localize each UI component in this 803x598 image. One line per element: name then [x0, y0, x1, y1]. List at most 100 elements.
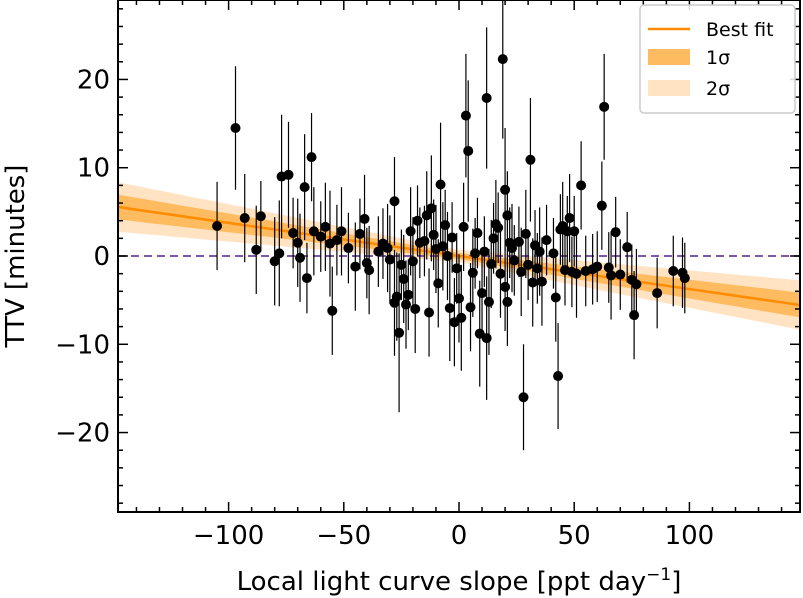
point-marker	[615, 269, 626, 280]
data-point-119	[610, 196, 621, 268]
point-marker	[435, 179, 446, 190]
point-marker	[283, 169, 294, 180]
point-marker	[652, 288, 663, 299]
data-point-15	[308, 187, 319, 276]
point-marker	[465, 302, 476, 313]
point-marker	[301, 273, 312, 284]
x-axis-label: Local light curve slope [ppt day−1]	[237, 565, 682, 597]
data-point-93	[525, 97, 536, 222]
point-marker	[463, 145, 474, 156]
data-point-73	[481, 27, 492, 169]
data-point-20	[331, 204, 342, 276]
data-point-116	[599, 53, 610, 160]
point-marker	[336, 226, 347, 237]
x-tick-label: 50	[558, 521, 591, 551]
point-marker	[541, 235, 552, 246]
point-marker	[306, 152, 317, 163]
data-point-6	[274, 200, 285, 307]
data-point-51	[433, 239, 444, 328]
data-point-9	[288, 197, 299, 269]
legend-label: 2σ	[706, 78, 730, 100]
point-marker	[668, 266, 679, 277]
point-marker	[502, 296, 513, 307]
x-tick-label: −50	[316, 521, 371, 551]
data-point-10	[292, 198, 303, 287]
point-marker	[527, 277, 538, 288]
point-marker	[331, 235, 342, 246]
data-point-8	[283, 121, 294, 228]
point-marker	[495, 268, 506, 279]
point-marker	[327, 305, 338, 316]
point-marker	[364, 265, 375, 276]
point-marker	[396, 259, 407, 270]
data-point-25	[359, 174, 370, 264]
data-point-57	[447, 202, 458, 273]
point-marker	[523, 259, 534, 270]
point-marker	[610, 227, 621, 238]
data-point-19	[327, 266, 338, 355]
point-marker	[518, 392, 529, 403]
point-marker	[274, 248, 285, 259]
point-marker	[456, 312, 467, 323]
data-point-125	[652, 257, 663, 329]
point-marker	[592, 261, 603, 272]
data-point-121	[622, 211, 633, 283]
point-marker	[483, 296, 494, 307]
point-marker	[401, 299, 412, 310]
data-point-118	[606, 231, 617, 320]
data-point-47	[424, 268, 435, 357]
data-point-21	[336, 187, 347, 276]
point-marker	[454, 293, 464, 304]
point-marker	[497, 54, 508, 65]
legend-swatch-patch	[648, 80, 690, 96]
data-point-27	[364, 225, 375, 315]
point-marker	[569, 226, 580, 237]
data-point-42	[410, 264, 421, 354]
data-point-13	[301, 242, 312, 314]
legend-swatch-patch	[648, 49, 690, 65]
point-marker	[405, 226, 416, 237]
y-tick-label: −10	[55, 330, 110, 360]
data-point-1	[230, 66, 241, 190]
point-marker	[532, 263, 543, 274]
point-marker	[343, 243, 354, 254]
point-marker	[520, 228, 531, 239]
data-points	[212, 0, 690, 451]
point-marker	[295, 252, 306, 263]
point-marker	[470, 248, 481, 259]
point-marker	[320, 221, 331, 232]
data-point-2	[239, 173, 250, 263]
data-point-79	[495, 229, 506, 318]
point-marker	[442, 251, 453, 261]
legend: Best fit 1σ 2σ	[639, 4, 796, 114]
point-marker	[421, 210, 432, 221]
point-marker	[534, 246, 545, 257]
point-marker	[251, 244, 262, 255]
point-marker	[398, 273, 409, 284]
point-marker	[437, 241, 448, 252]
point-marker	[359, 213, 370, 224]
point-marker	[500, 184, 511, 195]
data-point-32	[389, 157, 400, 246]
point-marker	[269, 256, 280, 267]
data-point-61	[456, 264, 467, 371]
point-marker	[403, 289, 414, 300]
data-point-64	[463, 80, 474, 222]
data-point-17	[320, 182, 331, 272]
data-point-0	[212, 181, 223, 271]
data-point-92	[523, 229, 534, 301]
point-marker	[212, 220, 223, 231]
data-point-3	[251, 205, 262, 294]
point-marker	[509, 255, 520, 266]
data-point-62	[458, 182, 469, 272]
point-marker	[467, 267, 478, 278]
data-point-110	[571, 229, 582, 318]
point-marker	[433, 278, 444, 289]
data-point-46	[421, 171, 432, 260]
point-marker	[389, 196, 400, 207]
point-marker	[525, 154, 536, 165]
point-marker	[576, 180, 587, 191]
data-point-128	[679, 242, 690, 314]
point-marker	[481, 92, 492, 103]
